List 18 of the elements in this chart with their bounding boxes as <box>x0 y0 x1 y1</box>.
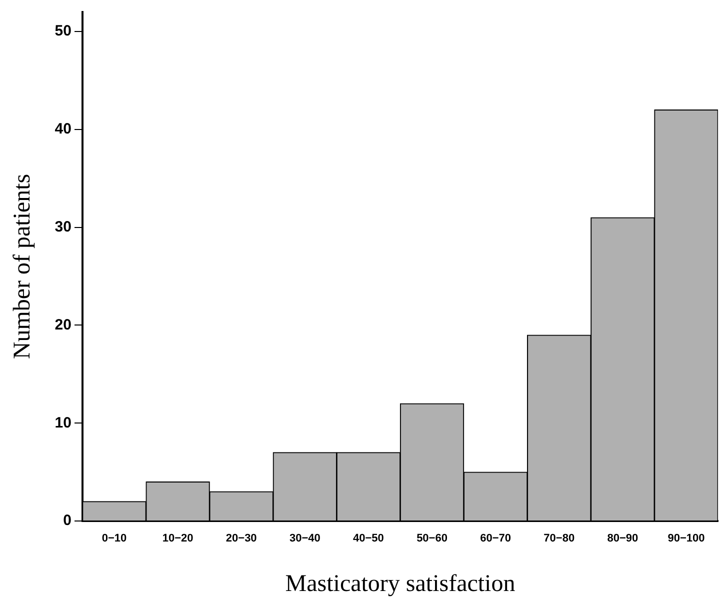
x-tick-label: 70−80 <box>544 532 575 545</box>
y-tick-label: 10 <box>54 414 72 432</box>
y-tick-label: 0 <box>63 512 72 530</box>
x-tick-label: 10−20 <box>162 532 194 545</box>
x-tick-label: 20−30 <box>226 532 257 545</box>
y-axis-title: Number of patients <box>10 174 36 360</box>
x-tick-label: 60−70 <box>480 532 512 545</box>
y-tick-label: 50 <box>54 22 72 40</box>
x-axis-title: Masticatory satisfaction <box>285 570 516 597</box>
x-tick-label: 80−90 <box>607 532 638 545</box>
x-tick-label: 0−10 <box>102 532 127 545</box>
x-tick-label: 50−60 <box>416 532 448 545</box>
y-tick-label: 20 <box>54 316 72 334</box>
x-tick-label: 90−100 <box>668 532 705 545</box>
x-tick-label: 30−40 <box>289 532 320 545</box>
y-tick-label: 30 <box>54 218 72 236</box>
y-tick-label: 40 <box>54 120 72 138</box>
x-tick-label: 40−50 <box>353 532 384 545</box>
